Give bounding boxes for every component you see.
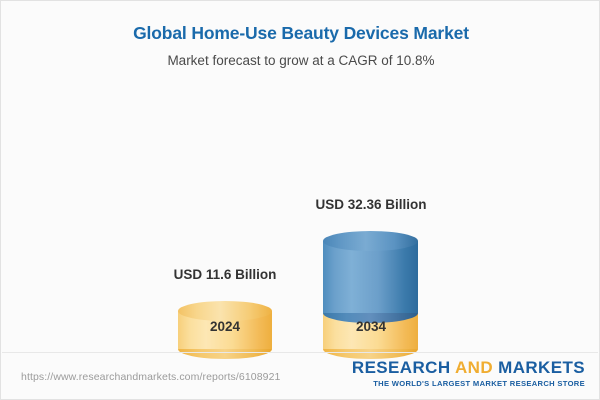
axis-label-2024: 2024	[209, 319, 241, 334]
logo-word-and: AND	[454, 358, 494, 377]
cylinder-top-2024	[178, 301, 272, 321]
chart-subtitle: Market forecast to grow at a CAGR of 10.…	[167, 53, 435, 68]
footer-divider	[2, 352, 598, 353]
source-url-link[interactable]: https://www.researchandmarkets.com/repor…	[21, 371, 281, 383]
bar-value-label-2024: USD 11.6 Billion	[173, 267, 277, 282]
logo-tagline: THE WORLD'S LARGEST MARKET RESEARCH STOR…	[373, 378, 585, 388]
bar-group-2024: USD 11.6 Billion	[174, 267, 276, 359]
logo-word-markets: MARKETS	[493, 358, 585, 377]
chart-plot-area: USD 11.6 Billion USD 32.36 Billion	[1, 1, 600, 359]
cylinder-top-segment-2034	[323, 231, 418, 323]
cylinder-segment-body-2034	[323, 241, 418, 313]
logo-word-research: RESEARCH	[351, 358, 455, 377]
research-and-markets-logo[interactable]: RESEARCH AND MARKETS THE WORLD'S LARGEST…	[352, 359, 585, 388]
page-title: Global Home-Use Beauty Devices Market	[133, 23, 469, 43]
axis-label-2034: 2034	[355, 319, 387, 334]
cylinder-2024	[178, 301, 272, 359]
cylinder-cap-2034	[323, 231, 418, 251]
bar-value-label-2034: USD 32.36 Billion	[315, 197, 427, 212]
logo-wordmark: RESEARCH AND MARKETS	[352, 359, 585, 377]
bar-group-2034: USD 32.36 Billion	[315, 197, 427, 359]
